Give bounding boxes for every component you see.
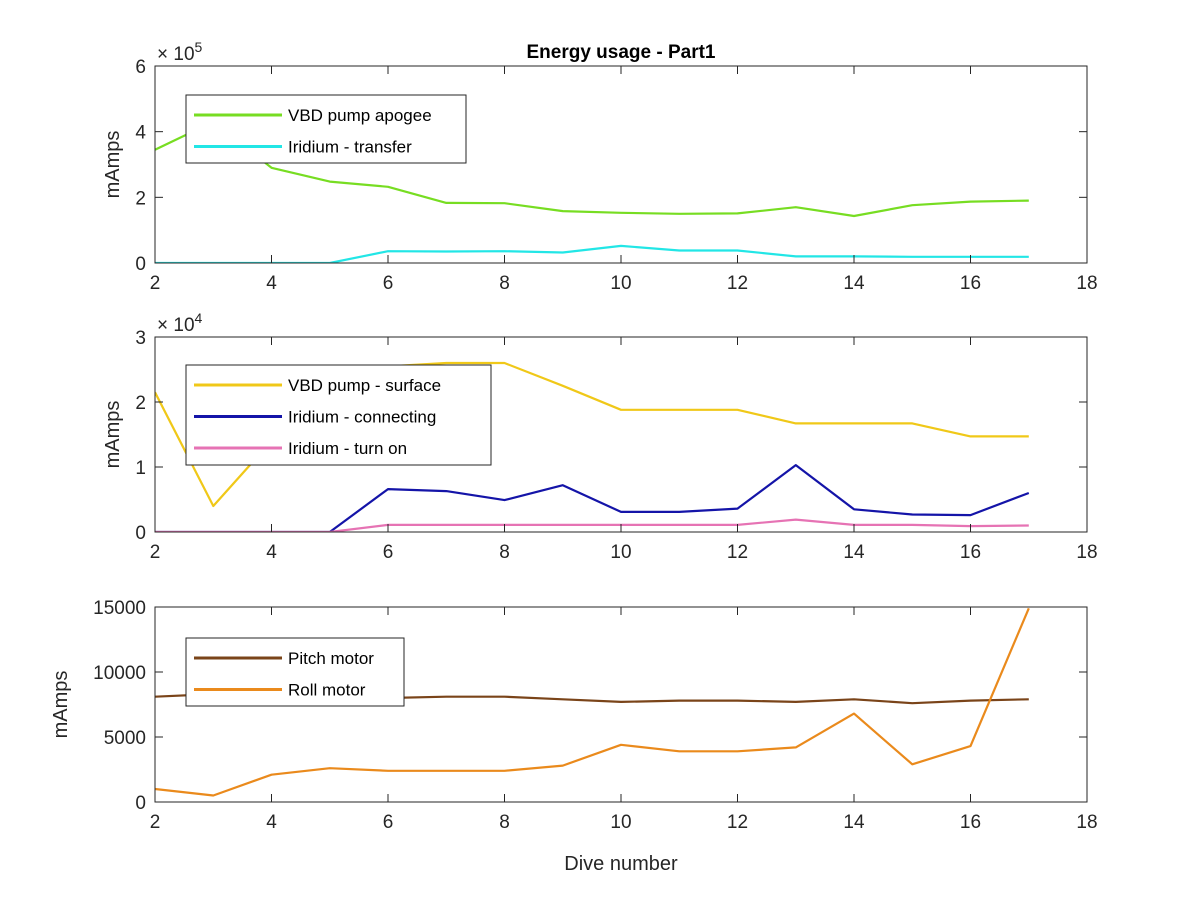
figure-title: Energy usage - Part1 bbox=[526, 42, 715, 63]
y-tick-label: 3 bbox=[135, 328, 146, 349]
x-tick-label: 18 bbox=[1076, 812, 1097, 833]
x-tick-label: 8 bbox=[499, 273, 510, 294]
x-tick-label: 16 bbox=[960, 273, 981, 294]
figure-x-axis-label: Dive number bbox=[564, 853, 678, 875]
x-tick-label: 4 bbox=[266, 542, 277, 563]
y-exponent-label: × 105 bbox=[157, 39, 203, 65]
y-tick-label: 0 bbox=[135, 523, 146, 544]
x-tick-label: 12 bbox=[727, 273, 748, 294]
x-tick-label: 14 bbox=[843, 542, 865, 563]
legend-box bbox=[185, 94, 467, 164]
y-tick-label: 10000 bbox=[93, 663, 146, 684]
x-tick-label: 12 bbox=[727, 812, 748, 833]
legend: VBD pump - surface Iridium - connecting Ir… bbox=[185, 364, 492, 466]
y-tick-label: 5000 bbox=[104, 728, 146, 749]
x-tick-label: 14 bbox=[843, 812, 865, 833]
y-exponent-power: 4 bbox=[195, 310, 203, 326]
subplot-3: 2 4 6 8 10 12 14 16 18 0 5000 10000 15000 mAmps Pitch … bbox=[50, 598, 1098, 833]
x-tick-label: 2 bbox=[150, 273, 161, 294]
legend-entry-label: Iridium - connecting bbox=[288, 408, 436, 427]
series-line-iridium-connecting bbox=[155, 464, 1030, 532]
series-group bbox=[155, 120, 1029, 263]
legend-entry-label: VBD pump - surface bbox=[288, 376, 441, 395]
y-tick-label: 6 bbox=[135, 57, 146, 78]
y-tick-label: 2 bbox=[135, 393, 146, 414]
y-tick-label: 4 bbox=[135, 123, 146, 144]
x-tick-label: 2 bbox=[150, 812, 161, 833]
legend-entry-label: Iridium - turn on bbox=[288, 439, 407, 458]
x-tick-label: 12 bbox=[727, 542, 748, 563]
x-tick-label: 10 bbox=[610, 542, 631, 563]
x-tick-label: 16 bbox=[960, 812, 981, 833]
legend-entry-label: Pitch motor bbox=[288, 649, 374, 668]
y-tick-label: 15000 bbox=[93, 598, 146, 619]
series-line-vbd-pump-apogee bbox=[155, 120, 1029, 218]
x-tick-label: 10 bbox=[610, 812, 631, 833]
legend: Pitch motor Roll motor bbox=[185, 637, 405, 707]
y-tick-label: 2 bbox=[135, 188, 146, 209]
y-axis-label: mAmps bbox=[102, 131, 124, 199]
y-exponent-base: × 10 bbox=[157, 315, 195, 336]
y-axis-label: mAmps bbox=[50, 671, 72, 739]
x-tick-label: 18 bbox=[1076, 273, 1097, 294]
y-tick-label: 0 bbox=[135, 793, 146, 814]
series-line-roll-motor bbox=[155, 607, 1030, 797]
legend-box bbox=[185, 637, 405, 707]
series-line-iridium-turn-on bbox=[155, 518, 1029, 532]
x-tick-label: 2 bbox=[150, 542, 161, 563]
x-tick-label: 6 bbox=[383, 542, 394, 563]
x-tick-label: 8 bbox=[499, 812, 510, 833]
x-tick-label: 8 bbox=[499, 542, 510, 563]
x-tick-label: 16 bbox=[960, 542, 981, 563]
legend-entry-label: Roll motor bbox=[288, 681, 366, 700]
legend-entry-label: VBD pump apogee bbox=[288, 106, 432, 125]
y-tick-label: 1 bbox=[135, 458, 146, 479]
y-exponent-label: × 104 bbox=[157, 310, 203, 336]
x-tick-label: 6 bbox=[383, 273, 394, 294]
series-line-iridium-transfer bbox=[155, 244, 1029, 263]
legend: VBD pump apogee Iridium - transfer bbox=[185, 94, 467, 164]
x-tick-label: 10 bbox=[610, 273, 631, 294]
x-tick-label: 4 bbox=[266, 812, 277, 833]
y-tick-label: 0 bbox=[135, 254, 146, 275]
legend-entry-label: Iridium - transfer bbox=[288, 138, 412, 157]
x-tick-label: 4 bbox=[266, 273, 277, 294]
y-axis-label: mAmps bbox=[102, 401, 124, 469]
x-tick-label: 6 bbox=[383, 812, 394, 833]
x-tick-label: 14 bbox=[843, 273, 865, 294]
y-exponent-base: × 10 bbox=[157, 44, 195, 65]
y-exponent-power: 5 bbox=[195, 39, 203, 55]
x-tick-label: 18 bbox=[1076, 542, 1097, 563]
